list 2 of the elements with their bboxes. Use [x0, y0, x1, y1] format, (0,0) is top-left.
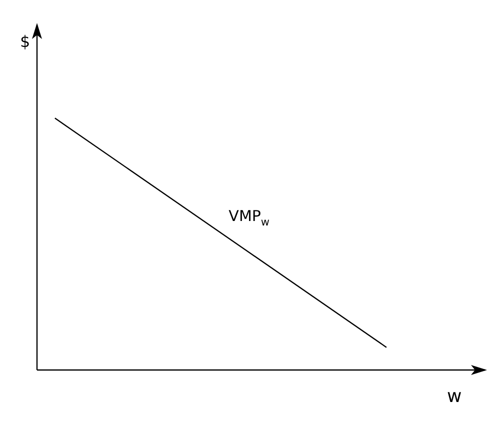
x-axis-title: w: [447, 386, 462, 407]
y-axis-title: $: [20, 32, 30, 51]
